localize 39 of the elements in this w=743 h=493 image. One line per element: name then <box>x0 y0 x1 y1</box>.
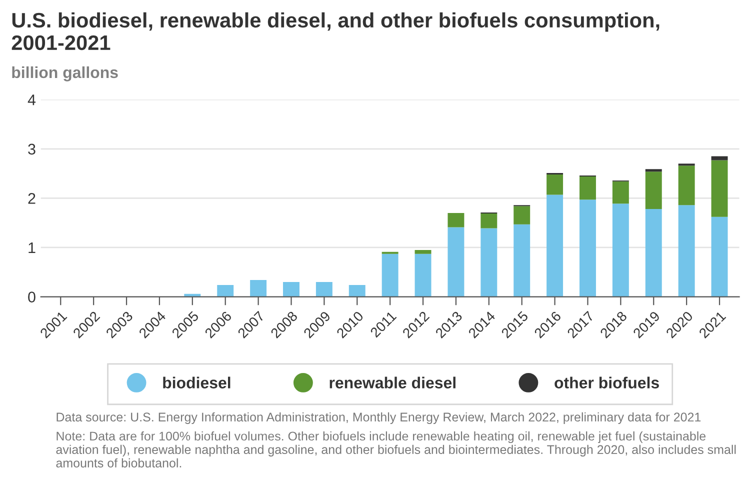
legend-label: other biofuels <box>554 376 659 388</box>
bar <box>546 194 564 297</box>
bar <box>612 181 629 204</box>
y-tick-label: 0 <box>28 292 36 302</box>
bar <box>414 254 432 297</box>
bar <box>678 205 695 297</box>
y-tick-label: 2 <box>28 193 36 204</box>
bar <box>645 169 662 172</box>
bar <box>514 224 530 297</box>
y-tick-label: 4 <box>28 94 36 106</box>
bar <box>448 227 464 297</box>
bar <box>316 282 332 297</box>
bar <box>480 228 498 297</box>
bar <box>678 166 695 206</box>
bar <box>711 160 728 217</box>
y-tick-label: 3 <box>28 144 36 155</box>
bar <box>448 212 464 228</box>
bar <box>250 280 267 297</box>
bar <box>514 206 530 224</box>
y-axis-title: billion gallons <box>12 66 118 82</box>
bar <box>711 216 728 297</box>
text: Note: Data are for 100% biofuel volumes. Other biofuels include renewable heating oil, renewable jet fuel (sustainable aviation fuel), renewable naphtha and gasoline, and other biofuels and biointermediates. Through 2020, also includes small amounts of biobutanol. <box>56 431 736 468</box>
bar <box>546 174 564 195</box>
bar <box>348 284 366 297</box>
legend-label: biodiesel <box>163 376 230 388</box>
bar <box>217 284 234 297</box>
bar <box>580 176 596 200</box>
bar <box>645 209 662 297</box>
legend-label: renewable diesel <box>330 376 456 388</box>
source-note: Data source: U.S. Energy Information Administration, Monthly Energy Review, March 2022, preliminary data for 2021 <box>56 412 701 424</box>
bar <box>414 250 432 254</box>
bar <box>382 254 398 297</box>
bar <box>480 213 498 228</box>
y-tick-label: 1 <box>28 242 36 254</box>
bar <box>645 172 662 210</box>
bar <box>580 200 596 297</box>
bar <box>612 204 629 297</box>
bar <box>283 282 300 297</box>
chart-title: U.S. biodiesel, renewable diesel, and other biofuels consumption, 2001-2021 <box>12 12 660 50</box>
